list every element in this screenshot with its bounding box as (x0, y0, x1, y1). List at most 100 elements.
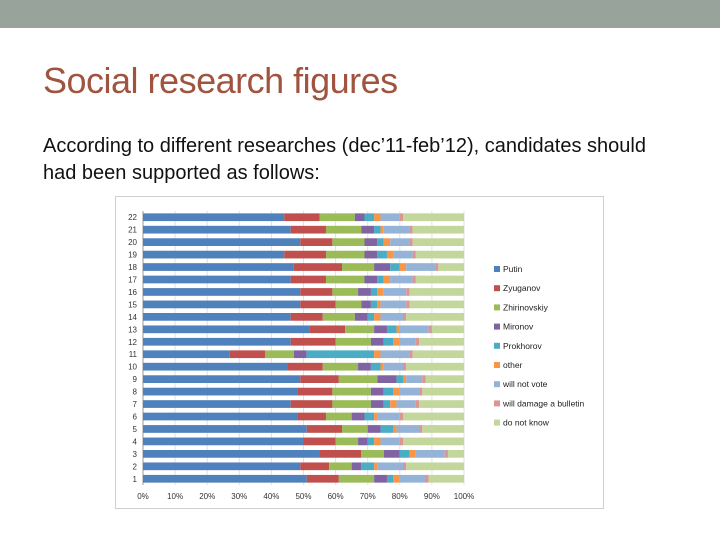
bar-segment (300, 375, 339, 383)
x-tick-label: 30% (231, 492, 247, 501)
bar-segment (383, 362, 404, 371)
legend-label: Prokhorov (503, 341, 542, 351)
bar-segment (332, 387, 371, 396)
top-accent-bar (0, 0, 720, 28)
x-tick-label: 80% (392, 492, 408, 501)
bar-segment (409, 238, 413, 246)
bar-segment (406, 462, 464, 471)
bar-segment (143, 238, 301, 246)
bar-segment (406, 300, 410, 309)
bar-segment (290, 275, 326, 284)
bar-segment (351, 412, 365, 421)
bar-segment (380, 350, 410, 359)
bar-segment (406, 362, 464, 371)
bar-segment (351, 462, 362, 471)
bar-segment (143, 337, 291, 346)
bar-segment (143, 213, 285, 222)
bar-segment (377, 375, 397, 383)
bar-segment (396, 425, 420, 433)
bar-segment (406, 288, 410, 296)
x-tick-label: 100% (454, 492, 474, 501)
x-tick-label: 60% (328, 492, 344, 501)
bar-segment (422, 425, 464, 433)
legend-label: Zyuganov (503, 283, 541, 293)
bar-segment (377, 250, 387, 259)
bar-segment (390, 400, 397, 408)
bar-segment (364, 213, 375, 222)
y-tick-label: 13 (128, 325, 137, 334)
bar-segment (370, 300, 378, 309)
bar-segment (380, 213, 400, 222)
y-tick-label: 6 (133, 413, 138, 422)
bar-segment (383, 400, 391, 408)
bar-segment (415, 400, 420, 408)
x-tick-label: 90% (424, 492, 440, 501)
bar-segment (143, 325, 310, 334)
y-tick-label: 19 (128, 251, 137, 260)
bar-segment (370, 387, 384, 396)
y-tick-label: 20 (128, 238, 137, 247)
bar-segment (143, 263, 294, 271)
bar-segment (358, 288, 371, 296)
bar-segment (325, 412, 352, 421)
bar-segment (290, 337, 336, 346)
bar-segment (332, 238, 365, 246)
legend-swatch (494, 362, 500, 368)
legend-swatch (494, 400, 500, 407)
bar-segment (409, 225, 413, 234)
bar-segment (412, 275, 416, 284)
slide-body-text: According to different researches (dec’1… (43, 135, 646, 184)
bar-segment (361, 450, 384, 458)
bar-segment (322, 313, 355, 321)
y-tick-label: 4 (133, 437, 138, 446)
bar-segment (297, 387, 333, 396)
bar-segment (393, 387, 400, 396)
bar-segment (396, 375, 404, 383)
bar-segment (380, 425, 394, 433)
bar-segment (422, 387, 464, 396)
bar-segment (143, 437, 304, 446)
bar-segment (386, 474, 394, 483)
legend-label: Mironov (503, 322, 534, 332)
bar-segment (364, 250, 378, 259)
y-tick-label: 15 (128, 300, 137, 309)
bar-segment (419, 337, 464, 346)
bar-segment (380, 313, 404, 321)
legend-swatch (494, 285, 500, 292)
bar-segment (361, 462, 375, 471)
bar-segment (380, 300, 407, 309)
bar-segment (374, 313, 381, 321)
bar-segment (374, 225, 381, 234)
bar-segment (390, 263, 400, 271)
bar-segment (403, 213, 464, 222)
bar-segment (399, 213, 404, 222)
bar-segment (419, 400, 464, 408)
bar-segment (309, 325, 346, 334)
bar-segment (367, 313, 375, 321)
bar-segment (367, 437, 375, 446)
legend-label: will not vote (502, 379, 548, 389)
bar-segment (374, 474, 387, 483)
bar-segment (325, 250, 365, 259)
bar-segment (409, 350, 413, 359)
bar-segment (403, 437, 464, 446)
y-tick-label: 9 (133, 375, 138, 384)
bar-segment (143, 288, 301, 296)
y-tick-label: 10 (128, 363, 137, 372)
bar-segment (143, 300, 301, 309)
chart-frame: 0% 10% 20% 30% 40% 50% 60% 70% 80% 90% 100% 1 2 3 4 5 6 7… (115, 196, 604, 509)
bar-segment (409, 288, 464, 296)
y-tick-label: 18 (128, 263, 137, 272)
bar-segment (406, 263, 436, 271)
bar-segment (383, 288, 407, 296)
bar-segment (399, 387, 420, 396)
bar-segment (374, 412, 378, 421)
bar-segment (377, 238, 384, 246)
bar-segment (358, 437, 368, 446)
legend-label: Putin (503, 264, 523, 274)
bar-segment (406, 313, 464, 321)
x-tick-label: 20% (199, 492, 215, 501)
bar-segment (290, 313, 323, 321)
slide-title: Social research figures (43, 60, 398, 101)
bar-segment (390, 275, 413, 284)
